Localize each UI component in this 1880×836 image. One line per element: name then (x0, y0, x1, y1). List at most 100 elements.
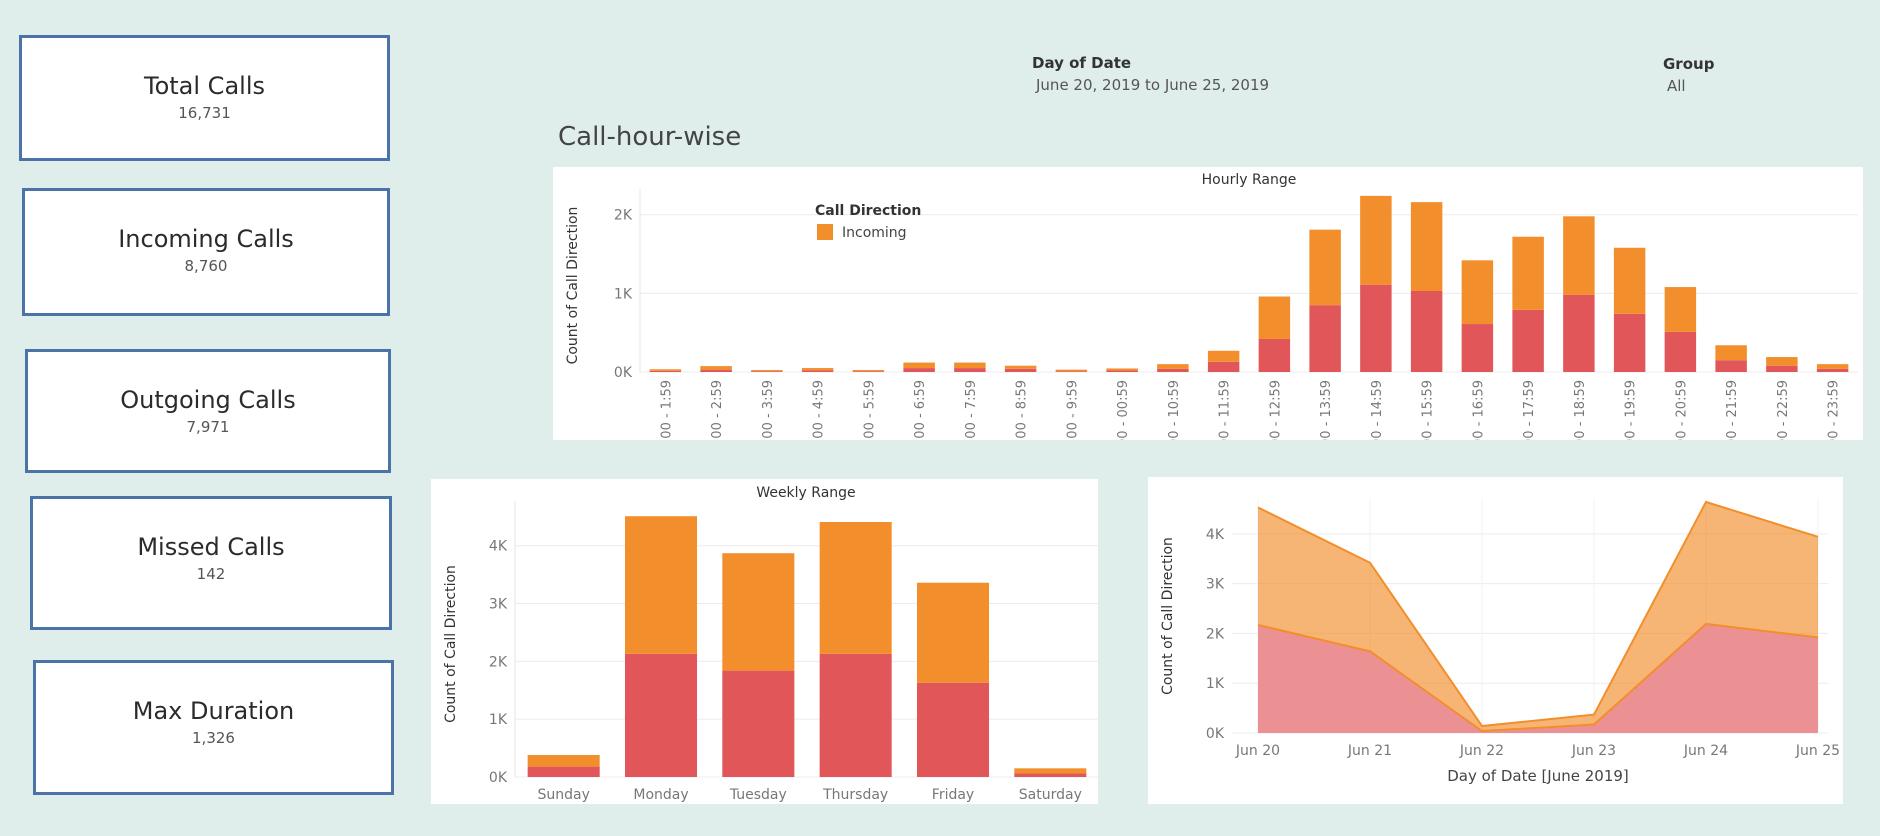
bar-incoming (1766, 357, 1798, 366)
x-tick-label: 5:00 - 5:59 (862, 380, 877, 440)
x-tick-label: Jun 23 (1571, 743, 1616, 759)
legend-label-outgoing: Outgoing (842, 251, 906, 267)
bar-incoming (1816, 364, 1849, 369)
legend-label-incoming: Incoming (842, 225, 907, 241)
bar-incoming (624, 516, 698, 654)
bar-incoming (916, 582, 990, 683)
bar-incoming (1309, 229, 1341, 306)
line-incoming (1257, 500, 1819, 728)
x-tick-label: 23:00 - 23:59 (1827, 380, 1842, 440)
y-axis-label: Count of Call Direction (565, 207, 581, 365)
bar-incoming (700, 366, 732, 370)
y-tick-label: 0K (614, 365, 633, 381)
bar-incoming (649, 369, 682, 371)
bar-outgoing (1055, 371, 1088, 372)
line-outgoing (1257, 622, 1819, 733)
hourly-chart: Hourly Range Count of Call Direction 0K 1K 2… (565, 172, 1858, 468)
x-tick-label: Jun 21 (1347, 743, 1392, 759)
bar-incoming (852, 370, 885, 372)
bar-incoming (1004, 365, 1037, 369)
bar-incoming (1664, 287, 1697, 332)
x-tick-label: 1:00 - 1:59 (659, 380, 674, 440)
x-tick-label: 18:00 - 18:59 (1573, 380, 1588, 440)
bar-outgoing (624, 653, 698, 777)
bar-outgoing (1106, 370, 1138, 372)
bar-incoming (1410, 202, 1443, 292)
x-tick-label: 12:00 - 12:59 (1268, 380, 1283, 440)
bar-incoming (1360, 195, 1392, 285)
bar-outgoing (1715, 360, 1747, 372)
kpi-value: 8,760 (184, 257, 228, 275)
kpi-incoming-calls: Incoming Calls 8,760 (22, 188, 390, 316)
chart-title: Weekly Range (756, 485, 855, 501)
x-tick-label: 9:00 - 9:59 (1065, 380, 1080, 440)
date-filter[interactable]: Day of Date June 20, 2019 to June 25, 20… (1032, 54, 1269, 94)
bar-incoming (1461, 260, 1494, 325)
y-tick-label: 3K (1206, 577, 1225, 593)
x-tick-label: Monday (633, 787, 688, 803)
bar-outgoing (700, 369, 732, 372)
area-outgoing (1258, 623, 1818, 733)
x-tick-label: Jun 25 (1795, 743, 1840, 759)
x-tick-label: 6:00 - 6:59 (913, 380, 928, 440)
kpi-missed-calls: Missed Calls 142 (30, 496, 392, 630)
y-tick-label: 1K (614, 286, 633, 302)
kpi-title: Outgoing Calls (120, 386, 296, 414)
x-tick-label: 00:00 - 00:59 (1116, 380, 1131, 440)
bar-incoming (1512, 236, 1544, 310)
bar-outgoing (1512, 309, 1544, 372)
date-filter-value[interactable]: June 20, 2019 to June 25, 2019 (1036, 76, 1270, 94)
section-title: Call-hour-wise (558, 122, 742, 152)
bar-outgoing (722, 670, 795, 777)
kpi-value: 142 (196, 565, 226, 583)
bar-incoming (1014, 768, 1087, 774)
bar-outgoing (1207, 361, 1240, 372)
weekly-chart-panel: Weekly Range Count of Call Direction 0K 1K 2… (431, 479, 1099, 804)
bar-outgoing (1157, 368, 1189, 372)
x-tick-label: Saturday (1019, 787, 1082, 803)
bar-outgoing (819, 653, 892, 777)
y-tick-label: 0K (1206, 726, 1225, 742)
x-tick-label: 16:00 - 16:59 (1471, 380, 1486, 440)
x-tick-label: 10:00 - 10:59 (1167, 380, 1182, 440)
bar-outgoing (1664, 331, 1697, 372)
x-tick-label: Friday (932, 787, 974, 803)
bar-outgoing (852, 371, 885, 372)
bar-outgoing (1309, 305, 1341, 372)
group-filter[interactable]: Group All (1663, 55, 1714, 95)
kpi-value: 1,326 (192, 729, 235, 747)
group-filter-value[interactable]: All (1667, 77, 1686, 95)
y-tick-label: 2K (614, 208, 633, 224)
y-axis-label: Count of Call Direction (443, 565, 459, 723)
date-filter-label: Day of Date (1032, 54, 1132, 72)
bar-incoming (903, 362, 935, 369)
bar-outgoing (649, 370, 682, 372)
bar-outgoing (954, 368, 986, 372)
y-tick-label: 0K (489, 770, 508, 786)
x-tick-label: 7:00 - 7:59 (964, 380, 979, 440)
x-tick-label: 13:00 - 13:59 (1319, 380, 1334, 440)
y-tick-label: 1K (489, 712, 508, 728)
bar-outgoing (1258, 338, 1291, 372)
x-tick-label: 17:00 - 17:59 (1522, 380, 1537, 440)
x-tick-label: Thursday (822, 787, 888, 803)
bar-incoming (954, 362, 986, 369)
bar-incoming (1055, 369, 1088, 372)
x-tick-label: 11:00 - 11:59 (1218, 380, 1233, 440)
bar-incoming (527, 755, 600, 767)
y-tick-label: 2K (1206, 626, 1225, 642)
bar-outgoing (903, 368, 935, 372)
hourly-chart-panel: Hourly Range Count of Call Direction 0K 1K 2… (553, 167, 1863, 468)
x-tick-label: 2:00 - 2:59 (710, 380, 725, 440)
daily-area-chart: Count of Call Direction 0K 1K 2K 3K 4K Jun 20 J… (1160, 499, 1840, 785)
bar-outgoing (1360, 284, 1392, 372)
weekly-chart: Weekly Range Count of Call Direction 0K 1K 2… (443, 485, 1099, 803)
bar-outgoing (1410, 291, 1443, 372)
bar-incoming (819, 521, 892, 654)
x-tick-label: 22:00 - 22:59 (1776, 380, 1791, 440)
bar-incoming (1106, 368, 1138, 371)
group-filter-label: Group (1663, 55, 1715, 73)
x-axis-label: Day of Date [June 2019] (1447, 767, 1629, 785)
x-tick-label: 14:00 - 14:59 (1370, 380, 1385, 440)
x-tick-label: 15:00 - 15:59 (1421, 380, 1436, 440)
